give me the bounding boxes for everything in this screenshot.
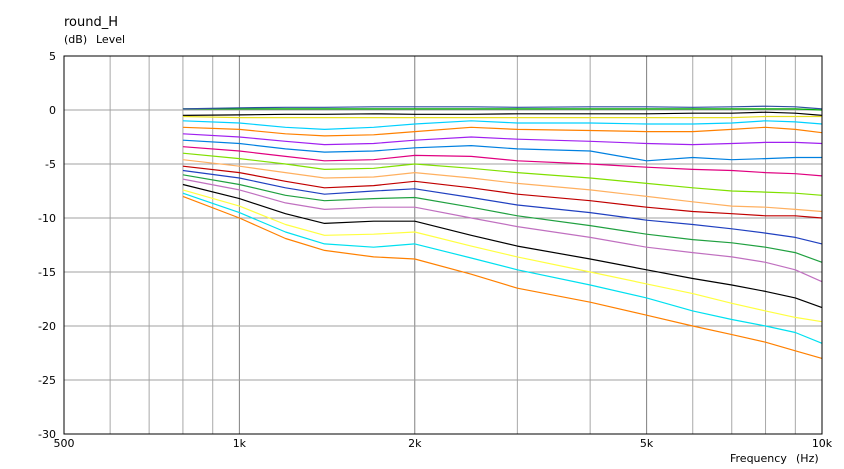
chart-title: round_H: [64, 15, 118, 30]
series-line-15: [182, 178, 823, 283]
series-line-16: [182, 183, 823, 309]
series-line-1: [182, 108, 823, 111]
plot-frame: [63, 55, 823, 435]
grid: [64, 56, 822, 434]
x-tick-label: 2k: [408, 437, 422, 450]
series-line-8: [182, 139, 822, 162]
x-tick-label: 10k: [812, 437, 833, 450]
series-line-11: [182, 159, 823, 213]
series-line-13: [182, 169, 823, 245]
y-tick-labels: 5 0 -5 -10 -15 -20 -25 -30: [38, 50, 56, 441]
y-tick-label: -15: [38, 266, 56, 279]
series-line-6: [182, 126, 823, 137]
series-line-3: [182, 111, 823, 116]
y-tick-label: 5: [49, 50, 56, 63]
series-line-9: [182, 146, 823, 177]
x-axis-label: Frequency: [730, 452, 787, 465]
y-tick-label: -25: [38, 374, 56, 387]
y-tick-label: -10: [38, 212, 56, 225]
y-tick-label: -30: [38, 428, 56, 441]
series-line-14: [182, 174, 823, 263]
series-line-12: [182, 165, 823, 219]
y-tick-label: -5: [45, 158, 56, 171]
series-line-7: [182, 133, 823, 146]
x-tick-label: 1k: [233, 437, 247, 450]
series-group: [182, 105, 823, 359]
y-unit-label: (dB): [64, 33, 87, 46]
y-tick-label: 0: [49, 104, 56, 117]
series-line-18: [182, 192, 823, 344]
series-line-5: [182, 120, 823, 130]
series-line-17: [182, 189, 823, 323]
y-tick-label: -20: [38, 320, 56, 333]
series-line-4: [182, 115, 822, 119]
series-line-10: [182, 152, 823, 196]
x-tick-label: 500: [54, 437, 75, 450]
series-line-19: [182, 195, 823, 359]
x-tick-label: 5k: [640, 437, 654, 450]
x-unit-label: (Hz): [796, 452, 819, 465]
series-line-2: [182, 105, 823, 110]
x-tick-labels: 500 1k 2k 5k 10k: [54, 437, 833, 450]
y-axis-label: Level: [96, 33, 125, 46]
